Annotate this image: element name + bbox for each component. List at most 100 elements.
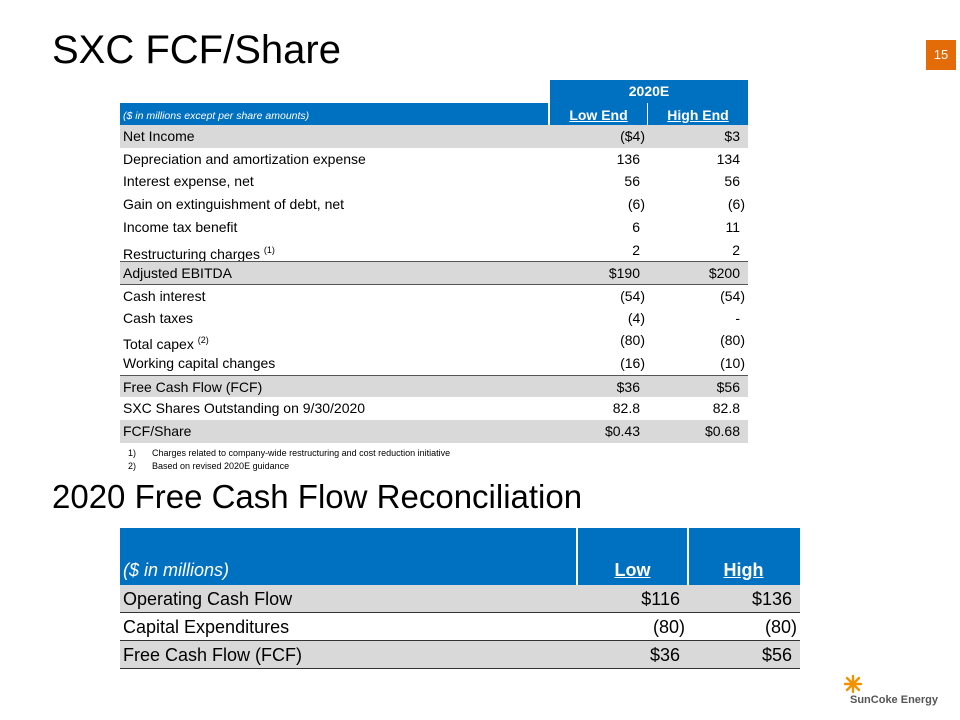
table-row: Free Cash Flow (FCF) $36 $56 [120,641,800,669]
cell-low: 56 [624,173,640,190]
cell-low: (16) [620,355,645,371]
cell-low: $36 [616,378,640,395]
section-title: 2020 Free Cash Flow Reconciliation [52,478,583,515]
table-row: Adjusted EBITDA $190 $200 [120,261,748,284]
footnote-text: Based on revised 2020E guidance [152,460,290,471]
row-label: Restructuring charges (1) [123,239,275,266]
cell-low: (6) [627,196,645,213]
footnote-marker: 1) [128,448,137,458]
table-row: Cash interest (54) (54) [120,283,748,308]
row-label: Free Cash Flow (FCF) [123,645,303,665]
row-label-text: Depreciation and amortization expense [123,150,366,167]
table-row: Depreciation and amortization expense 136… [120,148,748,171]
row-label-text: SXC Shares Outstanding on 9/30/2020 [123,400,366,417]
column-divider [687,528,689,585]
row-label-text: Net Income [123,128,195,144]
table-row: Working capital changes (16) (10) [120,352,748,375]
footnote-text: Charges related to company-wide restruct… [152,448,451,458]
cell-low: $116 [641,589,680,609]
row-label-text: Free Cash Flow (FCF) [123,378,263,395]
units-label: ($ in millions except per share amounts) [123,110,310,122]
cell-high: 82.8 [712,400,740,417]
row-label: Free Cash Flow (FCF) [123,376,262,399]
cell-low: (80) [652,617,685,637]
cell-high: $56 [716,378,740,395]
row-label: Cash interest [123,285,205,308]
header-bg [120,103,748,125]
row-label-text: Gain on extinguishment of debt, net [123,196,345,213]
cell-low: (80) [620,332,645,349]
cell-high: 11 [725,218,740,235]
column-divider [576,528,578,585]
row-label: Total capex (2) [123,329,209,356]
cell-low: ($4) [620,128,645,144]
row-label-text: Interest expense, net [123,173,254,190]
row-label: SXC Shares Outstanding on 9/30/2020 [123,397,365,420]
row-label-text: Working capital changes [123,355,276,371]
table-row: Gain on extinguishment of debt, net (6) (6… [120,193,748,216]
cell-high: 56 [724,173,740,190]
table-row: Cash taxes (4) - [120,307,748,330]
row-label: Working capital changes [123,352,275,375]
cell-high: 2 [732,241,740,258]
row-label: Income tax benefit [123,216,237,239]
footnote-ref: (1) [263,244,275,255]
table-row: SXC Shares Outstanding on 9/30/2020 82.8 8… [120,397,748,420]
cell-high: $200 [708,265,740,282]
cell-high: (80) [764,617,797,637]
cell-high: $136 [751,589,792,609]
period-header: 2020E [628,83,670,99]
table-row: Income tax benefit 6 11 [120,216,748,239]
table-row: Capital Expenditures (80) (80) [120,613,800,641]
row-label: Interest expense, net [123,170,254,193]
column-header: Low End [569,107,628,123]
row-label: Cash taxes [123,307,193,330]
cell-high: (80) [720,332,745,349]
table-row: Total capex (2) (80) (80) [120,329,748,352]
row-label-text: Cash interest [123,287,206,304]
footnote-marker: 2) [128,460,137,471]
table-row: FCF/Share $0.43 $0.68 [120,420,748,443]
row-label: Operating Cash Flow [123,589,293,609]
table-row: Net Income ($4) $3 [120,125,748,148]
row-label-text: Total capex [123,336,194,353]
cell-low: $0.43 [604,423,640,440]
row-label-text: Cash taxes [123,309,194,326]
column-header: High End [667,107,729,123]
cell-high: $0.68 [704,423,740,440]
row-label: Depreciation and amortization expense [123,148,366,171]
cell-low: (4) [627,309,645,326]
cell-low: $190 [608,265,640,282]
row-label-text: Restructuring charges [123,245,260,262]
cell-low: 2 [632,241,640,258]
cell-high: (54) [720,287,745,304]
row-label-text: FCF/Share [123,423,192,440]
cell-high: (10) [720,355,745,371]
cell-low: 136 [616,150,640,167]
units-label: ($ in millions) [123,560,230,580]
cell-low: $36 [649,645,680,665]
column-header: High [723,560,764,580]
cell-high: $56 [761,645,792,665]
row-label-text: Adjusted EBITDA [123,265,232,282]
row-label: Gain on extinguishment of debt, net [123,193,344,216]
column-header: Low [614,560,651,580]
row-label: Net Income [123,125,195,148]
logo-text: SunCoke Energy [850,694,939,706]
column-divider [548,80,550,125]
column-divider [647,103,648,125]
page-number: 15 [926,40,956,70]
table-row: Restructuring charges (1) 2 2 [120,239,748,262]
cell-high: (6) [727,196,745,213]
table-row: Free Cash Flow (FCF) $36 $56 [120,374,748,399]
cell-low: 6 [632,218,640,235]
row-label: Capital Expenditures [123,617,290,637]
cell-high: - [735,309,740,326]
slide-title: SXC FCF/Share [52,28,341,72]
cell-high: 134 [716,150,740,167]
table-row: Operating Cash Flow $116 $136 [120,585,800,613]
row-label: Adjusted EBITDA [123,262,232,285]
cell-low: 82.8 [612,400,640,417]
footnote-ref: (2) [197,335,209,346]
